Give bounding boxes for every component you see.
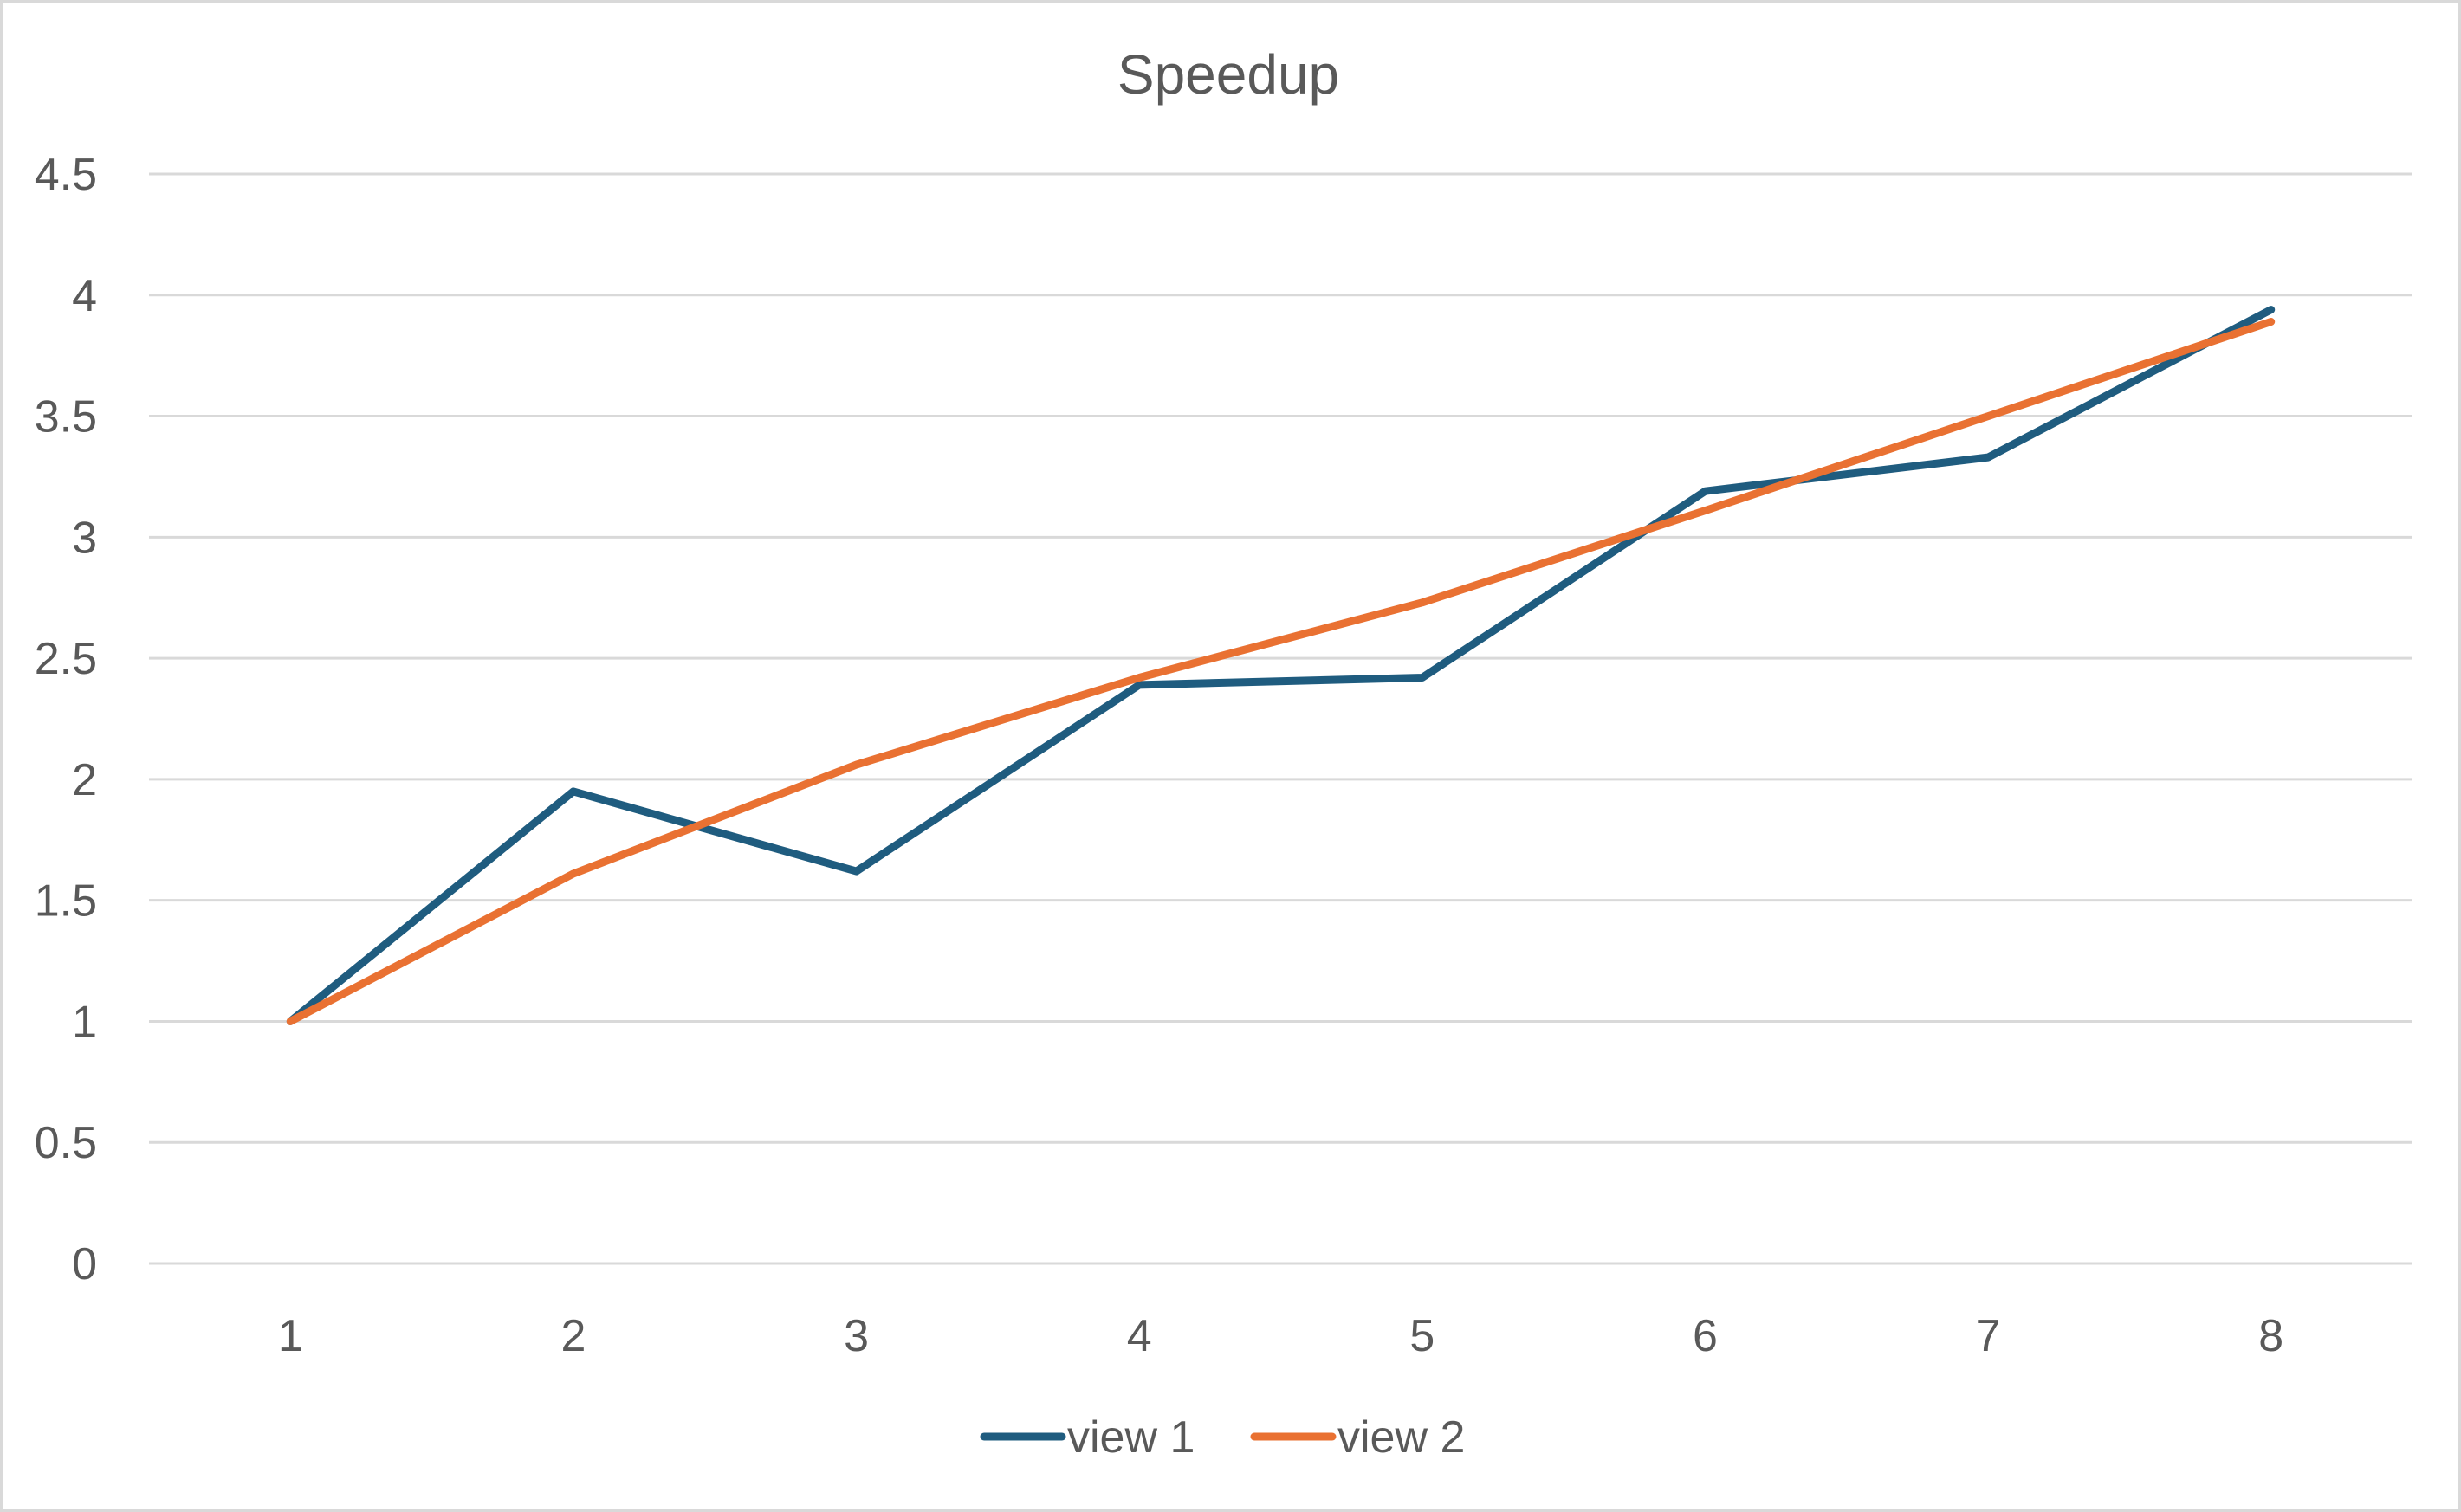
- series-line-view-2: [286, 318, 2276, 1025]
- legend[interactable]: view 1 view 2: [980, 1412, 1465, 1463]
- y-tick-label: 2: [72, 755, 97, 805]
- y-tick-label: 2.5: [35, 634, 97, 684]
- y-tick-label: 4: [72, 271, 97, 321]
- x-tick-label: 8: [2258, 1311, 2283, 1361]
- x-tick-label: 5: [1409, 1311, 1435, 1361]
- chart-title: Speedup: [1117, 43, 1339, 106]
- series-line-view-1: [286, 306, 2276, 1025]
- y-tick-label: 1.5: [35, 876, 97, 927]
- x-tick-label: 3: [844, 1311, 869, 1361]
- grid-lines: [149, 172, 2412, 1265]
- legend-item-view-1[interactable]: view 1: [980, 1412, 1195, 1463]
- y-axis-tick-labels: 0 0.5 1 1.5 2 2.5 3 3.5 4 4.5: [35, 150, 97, 1289]
- x-tick-label: 2: [560, 1311, 586, 1361]
- y-tick-label: 3: [72, 513, 97, 563]
- y-tick-label: 0: [72, 1239, 97, 1289]
- x-tick-label: 7: [1976, 1311, 2001, 1361]
- series-lines: [286, 306, 2276, 1025]
- x-tick-label: 6: [1693, 1311, 1718, 1361]
- legend-label: view 2: [1337, 1412, 1465, 1463]
- y-tick-label: 4.5: [35, 150, 97, 200]
- legend-item-view-2[interactable]: view 2: [1250, 1412, 1465, 1463]
- x-tick-label: 4: [1127, 1311, 1152, 1361]
- y-tick-label: 1: [72, 997, 97, 1047]
- x-tick-label: 1: [278, 1311, 303, 1361]
- y-tick-label: 3.5: [35, 392, 97, 443]
- x-axis-tick-labels: 1 2 3 4 5 6 7 8: [278, 1311, 2283, 1361]
- y-tick-label: 0.5: [35, 1118, 97, 1168]
- legend-label: view 1: [1067, 1412, 1195, 1463]
